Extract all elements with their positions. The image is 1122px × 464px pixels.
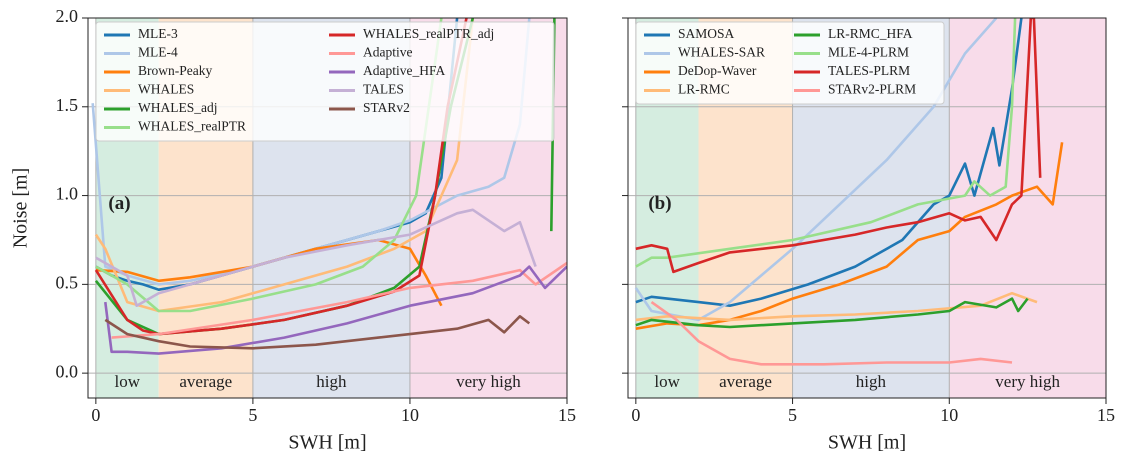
series-line	[95, 18, 443, 313]
legend-label: LR-RMC	[678, 82, 730, 97]
series-line	[111, 261, 567, 339]
series-line	[104, 315, 531, 350]
series-line	[104, 265, 567, 355]
y-tick-label: 2.0	[56, 6, 79, 26]
x-tick-label: 10	[401, 405, 419, 425]
series-line	[94, 18, 468, 336]
y-tick-label: 0.0	[56, 361, 79, 381]
panel-label: (b)	[648, 193, 671, 214]
legend-label: MLE-3	[138, 26, 178, 41]
series-line	[94, 18, 475, 313]
region-label: very high	[995, 372, 1060, 391]
y-tick-label: 1.5	[56, 95, 79, 115]
panel: low average high very high 0 5 10 15 (b) SWH [m] S…	[622, 17, 1115, 454]
region-label: very high	[456, 372, 521, 391]
series-line	[635, 142, 1064, 330]
legend-box	[95, 21, 555, 142]
legend-label: WHALES	[138, 82, 194, 97]
legend-label: WHALES_realPTR_adj	[363, 26, 494, 41]
legend-label: MLE-4	[138, 45, 178, 60]
legend-label: TALES-PLRM	[828, 63, 910, 78]
x-tick-label: 15	[558, 405, 576, 425]
legend-label: Adaptive_HFA	[363, 63, 445, 78]
series-line	[635, 18, 1042, 274]
legend-label: TALES	[363, 82, 404, 97]
region-label: average	[179, 372, 232, 391]
legend: MLE-3 MLE-4 Brown-Peaky WHALES WHALES_adj WHA…	[95, 21, 555, 142]
legend-label: Adaptive	[363, 45, 413, 60]
legend-label: WHALES-SAR	[678, 45, 765, 60]
legend-label: MLE-4-PLRM	[828, 45, 909, 60]
x-axis-label: SWH [m]	[288, 432, 366, 454]
legend: SAMOSA WHALES-SAR DeDop-Waver LR-RMC LR-RMC_…	[635, 21, 945, 105]
region-label: low	[115, 372, 141, 391]
x-tick-label: 0	[631, 405, 640, 425]
series-line	[91, 18, 531, 286]
region-label: low	[654, 372, 680, 391]
axes-frame	[627, 17, 1107, 399]
panel-label: (a)	[108, 193, 130, 214]
legend-label: DeDop-Waver	[678, 63, 757, 78]
series-line	[635, 18, 1017, 268]
series-line	[635, 291, 1038, 322]
legend-label: STARv2-PLRM	[828, 82, 916, 97]
region-label: high	[316, 372, 347, 391]
x-tick-label: 5	[248, 405, 257, 425]
y-tick-label: 1.0	[56, 184, 79, 204]
y-tick-label: 0.5	[56, 272, 79, 292]
legend-label: WHALES_realPTR	[138, 119, 246, 134]
legend-label: Brown-Peaky	[138, 63, 212, 78]
series-line	[635, 297, 1029, 329]
legend-label: LR-RMC_HFA	[828, 26, 913, 41]
legend-label: STARv2	[363, 100, 410, 115]
x-tick-label: 15	[1097, 405, 1115, 425]
x-tick-label: 0	[91, 405, 100, 425]
series-line	[95, 208, 537, 307]
x-tick-label: 5	[788, 405, 797, 425]
panel: low average high very high 0 5 10 15 0.0 0.5 1.0 1.…	[10, 6, 576, 453]
region-label: high	[856, 372, 887, 391]
x-axis-label: SWH [m]	[828, 432, 906, 454]
legend-label: SAMOSA	[678, 26, 735, 41]
region-label: average	[719, 372, 772, 391]
legend-box	[635, 21, 945, 105]
x-tick-label: 10	[940, 405, 958, 425]
y-axis-label: Noise [m]	[10, 168, 32, 249]
series-line	[650, 301, 1013, 366]
legend-label: WHALES_adj	[138, 100, 217, 115]
axes-frame	[87, 17, 568, 399]
